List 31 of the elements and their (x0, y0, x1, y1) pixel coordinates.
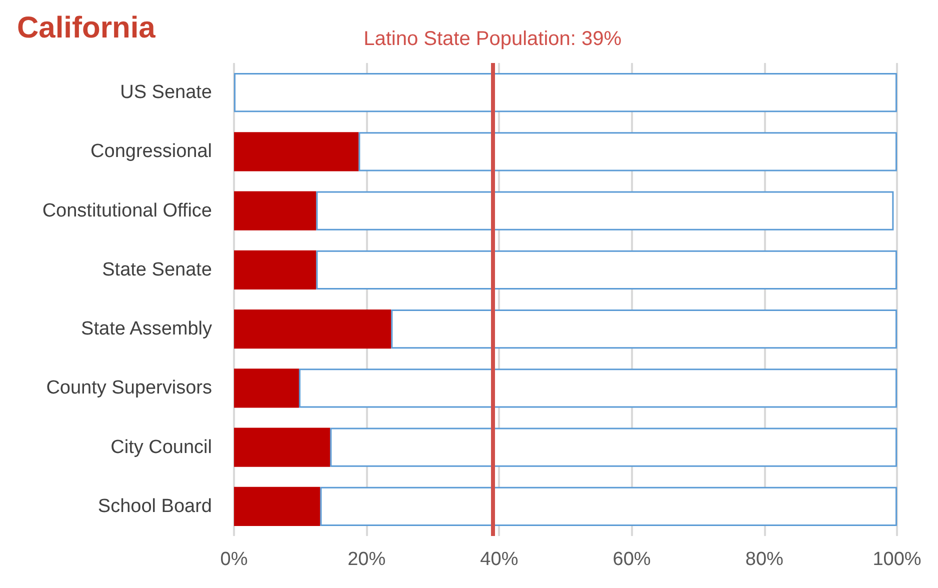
ref-line-label: Latino State Population: 39% (364, 28, 622, 50)
x-tick-label: 80% (745, 549, 784, 570)
y-tick-label: Constitutional Office (42, 200, 212, 222)
bar (330, 428, 897, 467)
bar (234, 368, 299, 408)
bar (298, 368, 897, 408)
bar (234, 310, 392, 349)
x-tick-label: 20% (348, 549, 386, 570)
bar (316, 250, 897, 290)
y-tick-label: City Council (110, 436, 212, 458)
y-tick-label: State Senate (102, 259, 212, 280)
x-tick-label: 0% (220, 549, 248, 570)
bar (234, 132, 359, 172)
y-tick-label: County Supervisors (46, 378, 212, 399)
bar (234, 191, 316, 230)
x-tick-label: 100% (872, 549, 922, 570)
bar (316, 191, 894, 230)
y-tick-label: Congressional (90, 141, 212, 162)
bar (234, 428, 330, 467)
chart-title: California (17, 12, 156, 44)
bar (234, 250, 316, 290)
bar (234, 486, 320, 526)
bar (234, 73, 897, 112)
bar (358, 132, 897, 172)
x-tick-label: 60% (612, 549, 651, 570)
y-tick-label: School Board (98, 496, 212, 517)
y-tick-label: State Assembly (81, 318, 212, 340)
y-tick-label: US Senate (120, 82, 212, 104)
bar (391, 310, 897, 349)
bar (320, 486, 897, 526)
x-tick-label: 40% (480, 549, 518, 570)
